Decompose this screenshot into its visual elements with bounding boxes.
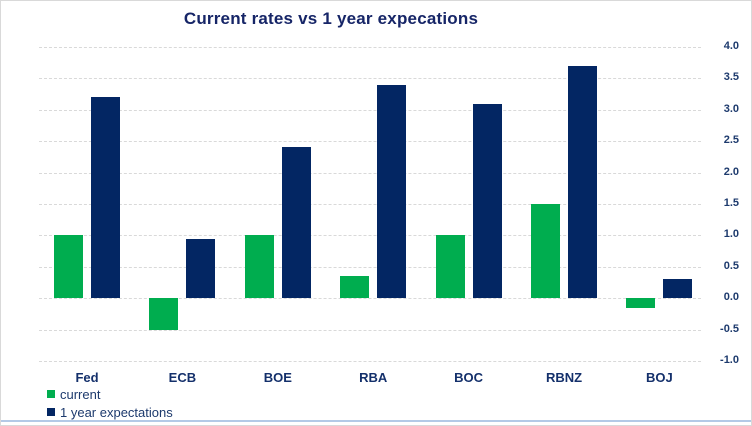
gridline [39, 78, 701, 80]
y-axis-tick-label: 1.5 [723, 197, 739, 209]
bar-1-year-expectations-boc [472, 103, 502, 299]
gridline [39, 47, 701, 48]
legend-item-1-year-expectations: 1 year expectations [47, 403, 173, 421]
gridline [39, 361, 701, 362]
y-axis-tick-label: 2.0 [723, 165, 739, 178]
bar-current-fed [54, 235, 83, 299]
bar-current-rba [340, 276, 370, 299]
category-label-boc: BOC [454, 370, 484, 385]
bar-current-boe [244, 235, 274, 299]
bar-current-boj [626, 298, 656, 308]
y-axis-tick-label: 3.5 [723, 71, 739, 84]
bar-1-year-expectations-fed [91, 97, 120, 299]
bar-1-year-expectations-boe [281, 147, 311, 299]
category-label-boe: BOE [263, 370, 292, 385]
y-axis-tick-label: -0.5 [720, 322, 739, 335]
y-axis-tick-label: 0.5 [723, 259, 739, 272]
legend-label: 1 year expectations [60, 404, 173, 420]
category-label-ecb: ECB [168, 370, 197, 385]
y-axis-tick-label: 3.0 [723, 102, 739, 115]
legend-item-current: current [47, 385, 173, 403]
chart-title: Current rates vs 1 year expecations [183, 9, 479, 28]
bottom-accent-line [1, 420, 751, 422]
y-axis-tick-label: 0.0 [723, 291, 739, 304]
y-axis-tick-label: 4.0 [723, 40, 739, 52]
bar-1-year-expectations-rbnz [568, 65, 597, 299]
bar-1-year-expectations-ecb [186, 238, 216, 299]
legend-swatch [47, 408, 55, 416]
legend: current 1 year expectations [47, 385, 173, 421]
gridline [39, 235, 701, 237]
y-axis-tick-label: 2.5 [723, 134, 739, 147]
gridline [39, 266, 701, 268]
legend-swatch [47, 390, 55, 398]
bar-current-boc [435, 235, 465, 299]
gridline [39, 298, 701, 300]
gridline [39, 329, 701, 331]
category-label-boj: BOJ [646, 370, 673, 385]
bar-1-year-expectations-rba [377, 84, 407, 299]
category-label-rba: RBA [359, 370, 388, 385]
category-label-fed: Fed [75, 370, 99, 385]
bar-current-rbnz [531, 204, 560, 299]
gridline [39, 141, 701, 143]
gridline [39, 172, 701, 174]
gridline [39, 204, 701, 205]
legend-label: current [60, 386, 101, 402]
bar-1-year-expectations-boj [663, 279, 693, 299]
y-axis-tick-label: 1.0 [723, 228, 739, 241]
bar-current-ecb [149, 298, 179, 330]
category-label-rbnz: RBNZ [545, 370, 583, 385]
gridline [39, 109, 701, 111]
y-axis-tick-label: -1.0 [720, 354, 739, 366]
